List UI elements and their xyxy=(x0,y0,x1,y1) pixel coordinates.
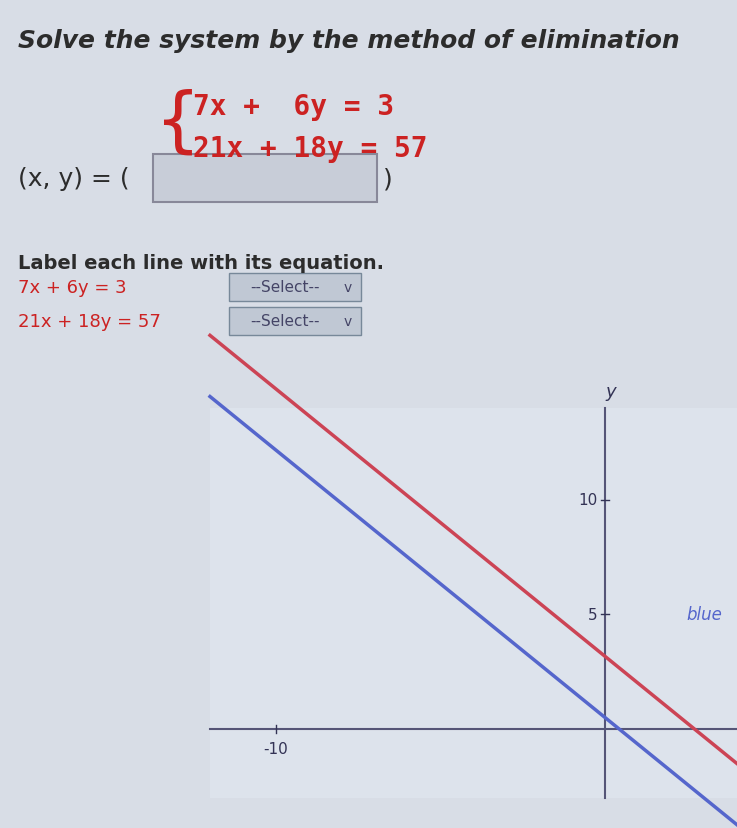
Text: Label each line with its equation.: Label each line with its equation. xyxy=(18,253,384,272)
Text: Solve the system by the method of elimination: Solve the system by the method of elimin… xyxy=(18,29,680,53)
Text: 5: 5 xyxy=(587,607,597,622)
Text: 21x + 18y = 57: 21x + 18y = 57 xyxy=(193,135,427,163)
Text: (x, y) = (: (x, y) = ( xyxy=(18,166,130,190)
FancyBboxPatch shape xyxy=(210,408,737,798)
Text: v: v xyxy=(343,281,352,295)
Text: --Select--: --Select-- xyxy=(251,314,320,329)
FancyBboxPatch shape xyxy=(229,274,361,301)
Text: blue: blue xyxy=(686,606,722,623)
Text: ): ) xyxy=(383,166,393,190)
Text: 21x + 18y = 57: 21x + 18y = 57 xyxy=(18,313,161,330)
Text: --Select--: --Select-- xyxy=(251,280,320,295)
Text: y: y xyxy=(606,383,617,401)
FancyBboxPatch shape xyxy=(229,308,361,335)
Text: 7x +  6y = 3: 7x + 6y = 3 xyxy=(193,93,394,121)
Text: v: v xyxy=(343,315,352,329)
FancyBboxPatch shape xyxy=(153,155,377,203)
Text: 10: 10 xyxy=(578,493,597,508)
Text: {: { xyxy=(155,89,201,158)
Text: 7x + 6y = 3: 7x + 6y = 3 xyxy=(18,279,127,296)
Text: -10: -10 xyxy=(264,741,288,756)
